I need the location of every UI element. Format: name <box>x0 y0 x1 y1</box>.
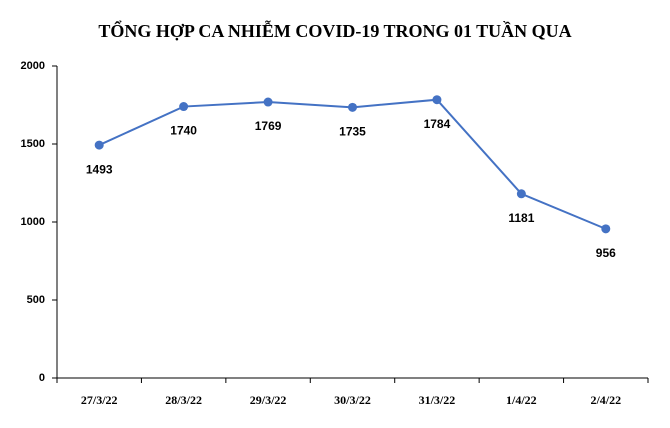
x-tick-label: 29/3/22 <box>250 393 287 407</box>
point <box>179 102 189 112</box>
y-tick-label: 2000 <box>21 60 45 72</box>
y-tick-label: 1000 <box>21 216 45 228</box>
point <box>263 97 273 107</box>
data-label: 1493 <box>86 162 113 176</box>
data-label: 1769 <box>255 119 282 133</box>
line <box>98 98 607 230</box>
point <box>516 189 526 199</box>
x-tick-label: 30/3/22 <box>334 393 371 407</box>
x-tick-label: 28/3/22 <box>165 393 202 407</box>
point <box>432 95 442 105</box>
point <box>94 140 104 150</box>
x-tick-label: 27/3/22 <box>81 393 118 407</box>
x-tick-label: 2/4/22 <box>590 393 621 407</box>
data-label: 1784 <box>424 117 451 131</box>
data-label: 956 <box>596 246 616 260</box>
point <box>601 224 611 234</box>
x-tick-label: 31/3/22 <box>419 393 456 407</box>
x-tick-label: 1/4/22 <box>506 393 537 407</box>
point <box>348 102 357 112</box>
y-tick-label: 500 <box>27 294 45 306</box>
data-label: 1740 <box>170 124 197 138</box>
data-label: 1735 <box>339 125 366 139</box>
data-label: 1181 <box>508 211 534 225</box>
chart-title: TỔNG HỢP CA NHIỄM COVID-19 TRONG 01 TUẦN… <box>98 20 571 41</box>
y-tick-label: 1500 <box>21 138 45 150</box>
y-tick-label: 0 <box>39 372 45 384</box>
